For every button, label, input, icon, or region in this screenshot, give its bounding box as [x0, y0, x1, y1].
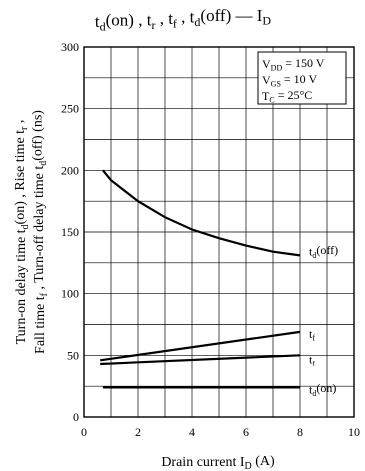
series-label: td​(off) — [309, 243, 338, 260]
y-tick-label: 200 — [61, 163, 79, 177]
x-tick-label: 10 — [348, 425, 360, 439]
y-tick-label: 100 — [61, 287, 79, 301]
x-tick-labels: 0 2 4 6 8 10 — [81, 425, 360, 439]
condition-line: VGS​ = 10 V — [262, 72, 317, 89]
series-label: tr​ — [309, 352, 315, 367]
x-tick-label: 0 — [81, 425, 87, 439]
y-tick-label: 300 — [61, 40, 79, 54]
series-line-tf — [100, 330, 301, 362]
condition-line: VDD​ = 150 V — [262, 56, 325, 73]
series-labels: td​(off) tf​ tr​ td​(on) — [309, 243, 338, 398]
y-tick-label: 50 — [67, 348, 79, 362]
conditions-frame — [257, 51, 347, 105]
series-line-tr — [100, 354, 301, 366]
y-tick-label: 150 — [61, 225, 79, 239]
y-tick-label: 250 — [61, 102, 79, 116]
condition-line: TC​ = 25°C — [262, 88, 312, 105]
x-tick-label: 8 — [297, 425, 303, 439]
series-label: tf​ — [309, 327, 315, 342]
y-axis-label: Turn-on delay time td​(on) , Rise time t… — [12, 110, 50, 354]
x-tick-label: 6 — [243, 425, 249, 439]
plot-frame — [83, 46, 355, 418]
series-line-tdoff — [102, 169, 301, 257]
chart-title: td​(on) , tr​ , tf​ , td​(off) — ID​ — [95, 6, 272, 34]
x-axis-label: Drain current ID​ (A) — [161, 454, 275, 471]
x-tick-label: 2 — [135, 425, 141, 439]
y-axis-label-line2: Fall time tf​ , Turn-off delay time td​(… — [31, 110, 50, 354]
y-axis-label-line1: Turn-on delay time td​(on) , Rise time t… — [12, 120, 31, 345]
y-tick-labels: 0 50 100 150 200 250 300 — [61, 40, 79, 424]
series-lines — [100, 169, 301, 389]
series-label: td​(on) — [309, 381, 336, 398]
y-tick-label: 0 — [73, 410, 79, 424]
x-tick-label: 4 — [189, 425, 195, 439]
